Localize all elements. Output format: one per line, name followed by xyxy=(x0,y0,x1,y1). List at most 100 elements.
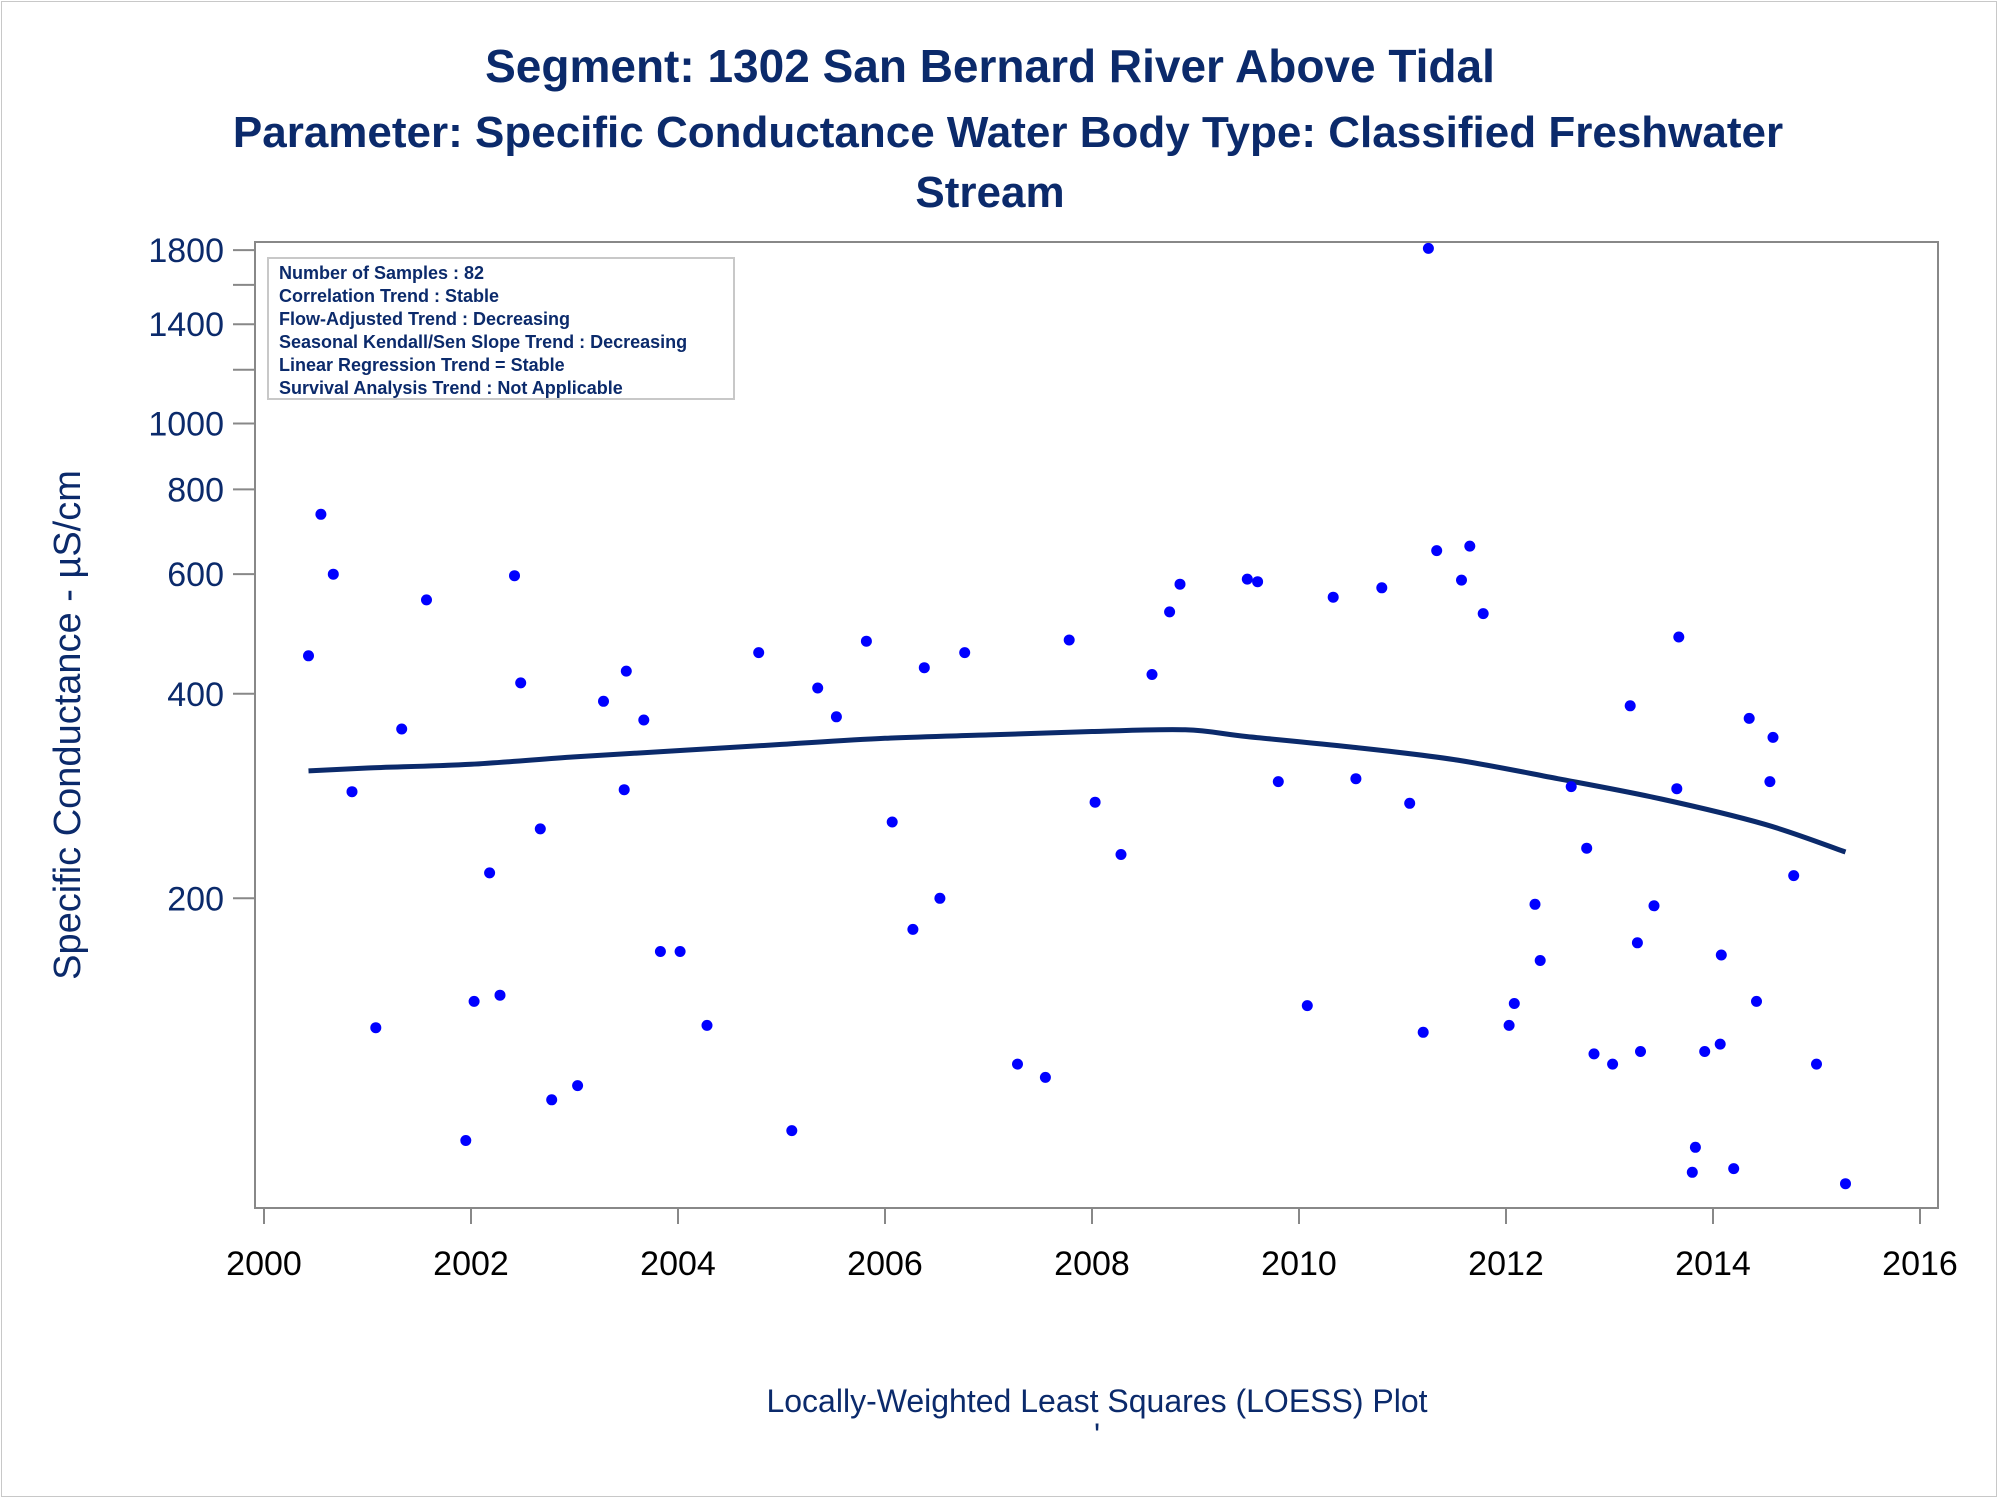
data-point xyxy=(1743,712,1755,724)
y-tick-label-400: 400 xyxy=(167,676,224,714)
y-tick-label-1800: 1800 xyxy=(148,232,224,270)
chart-title: Segment: 1302 San Bernard River Above Ti… xyxy=(485,40,1495,92)
data-point xyxy=(860,635,872,647)
footnote-mark: ' xyxy=(1094,1417,1100,1453)
data-points xyxy=(303,242,1851,1190)
data-point xyxy=(546,1094,558,1106)
stats-line-3: Flow-Adjusted Trend : Decreasing xyxy=(279,309,570,329)
y-tick-label-1400: 1400 xyxy=(148,306,224,344)
y-tick-label-200: 200 xyxy=(167,880,224,918)
data-point xyxy=(1581,842,1593,854)
data-point xyxy=(1699,1046,1711,1057)
data-point xyxy=(1764,776,1776,788)
stats-line-6: Survival Analysis Trend : Not Applicable xyxy=(279,378,623,398)
data-point xyxy=(1464,540,1476,552)
plot-area xyxy=(254,241,1939,1209)
data-point xyxy=(934,892,946,904)
x-tick-label-2006: 2006 xyxy=(847,1245,923,1283)
data-point xyxy=(1607,1058,1619,1070)
data-point xyxy=(1089,796,1101,808)
data-point xyxy=(572,1080,584,1092)
data-point xyxy=(468,995,480,1007)
data-point xyxy=(1404,797,1416,809)
data-point xyxy=(1631,937,1643,949)
data-point xyxy=(1534,955,1546,966)
data-point xyxy=(1767,731,1779,743)
stats-box-border xyxy=(267,257,735,400)
data-point xyxy=(1241,573,1253,585)
data-point xyxy=(1146,669,1158,680)
data-point xyxy=(701,1019,713,1031)
data-point xyxy=(494,989,506,1001)
data-point xyxy=(327,568,339,580)
data-point xyxy=(346,786,358,798)
data-point xyxy=(1728,1163,1740,1175)
x-tick-label-2002: 2002 xyxy=(433,1245,509,1283)
data-point xyxy=(918,662,930,674)
data-point xyxy=(1686,1166,1698,1178)
data-point xyxy=(654,946,666,957)
data-point xyxy=(303,650,314,662)
stats-line-2: Correlation Trend : Stable xyxy=(279,286,499,306)
data-point xyxy=(1788,870,1800,882)
data-point xyxy=(1115,849,1127,860)
data-point xyxy=(1301,1000,1313,1012)
data-point xyxy=(1565,781,1577,793)
data-point xyxy=(886,816,898,828)
x-axis: 2000 2002 2004 2006 2008 2010 2012 2014 2016 xyxy=(226,1208,1958,1283)
chart-titles: Segment: 1302 San Bernard River Above Ti… xyxy=(233,40,1783,217)
data-point xyxy=(1811,1058,1822,1070)
data-point xyxy=(509,570,520,582)
data-point xyxy=(1635,1046,1646,1057)
loess-curve xyxy=(308,727,1847,855)
data-point xyxy=(1252,576,1264,588)
y-axis-label: Specific Conductance - µS/cm xyxy=(47,470,89,980)
x-tick-label-2014: 2014 xyxy=(1675,1245,1751,1283)
data-point xyxy=(1671,783,1683,795)
data-point xyxy=(1648,900,1660,912)
x-tick-label-2016: 2016 xyxy=(1882,1245,1958,1283)
data-point xyxy=(460,1135,472,1146)
data-point xyxy=(1431,545,1443,557)
data-point xyxy=(1327,591,1339,603)
data-point xyxy=(1417,1026,1429,1038)
data-point xyxy=(1689,1141,1701,1153)
stats-line-1: Number of Samples : 82 xyxy=(279,263,484,283)
data-point xyxy=(1164,606,1176,618)
data-point xyxy=(370,1022,382,1034)
data-point xyxy=(830,711,842,723)
data-point xyxy=(1456,574,1467,586)
data-point xyxy=(1174,578,1186,590)
data-point xyxy=(534,823,546,835)
data-point xyxy=(753,647,765,659)
chart-subtitle-line-2: Stream xyxy=(915,168,1064,217)
data-point xyxy=(1063,634,1075,646)
data-point xyxy=(620,665,632,677)
stats-line-4: Seasonal Kendall/Sen Slope Trend : Decre… xyxy=(279,332,687,352)
data-point xyxy=(1673,631,1685,643)
chart-subtitle-line-1: Parameter: Specific Conductance Water Bo… xyxy=(233,108,1783,157)
data-point xyxy=(674,946,686,957)
data-point xyxy=(1477,608,1489,620)
y-axis: 200 400 600 800 1000 1400 1800 xyxy=(148,232,255,918)
data-point xyxy=(638,714,650,726)
data-point xyxy=(1012,1058,1023,1070)
data-point xyxy=(907,923,919,935)
data-point xyxy=(1503,1019,1515,1031)
footnote: Locally-Weighted Least Squares (LOESS) P… xyxy=(766,1383,1427,1419)
data-point xyxy=(812,682,824,694)
data-point xyxy=(1715,949,1727,961)
data-point xyxy=(515,677,527,689)
data-point xyxy=(1376,582,1388,594)
data-point xyxy=(618,784,630,796)
x-tick-label-2010: 2010 xyxy=(1261,1245,1337,1283)
y-tick-label-600: 600 xyxy=(167,556,224,594)
data-point xyxy=(1508,998,1520,1009)
data-point xyxy=(1529,898,1541,910)
data-point xyxy=(421,594,432,606)
x-tick-label-2012: 2012 xyxy=(1468,1245,1544,1283)
data-point xyxy=(1840,1178,1851,1190)
data-point xyxy=(786,1125,798,1137)
